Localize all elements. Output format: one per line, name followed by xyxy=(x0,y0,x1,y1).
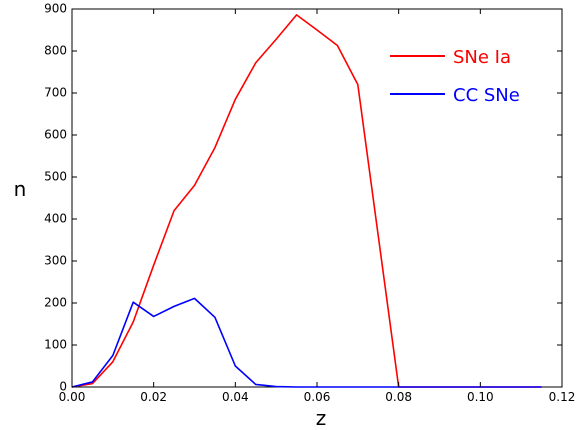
y-tick-label: 700 xyxy=(44,86,67,100)
x-axis-label: z xyxy=(316,406,327,430)
y-tick-label: 0 xyxy=(59,380,67,394)
y-tick-label: 500 xyxy=(44,170,67,184)
x-tick-label: 0.08 xyxy=(385,390,412,404)
y-tick-label: 400 xyxy=(44,212,67,226)
y-tick-label: 200 xyxy=(44,296,67,310)
series-line-cc-sne xyxy=(71,297,542,388)
y-tick-label: 300 xyxy=(44,254,67,268)
y-tick-label: 600 xyxy=(44,128,67,142)
ticks-layer: 0.00 0.02 0.04 0.06 0.08 0.10 0.12 0 100 200 300 40… xyxy=(44,2,575,405)
x-tick-label: 0.00 xyxy=(59,390,86,404)
y-tick-label: 800 xyxy=(44,44,67,58)
x-tick-label: 0.10 xyxy=(467,390,494,404)
x-tick-label: 0.04 xyxy=(222,390,249,404)
y-tick-label: 900 xyxy=(44,2,67,16)
legend-label-sne-ia: SNe Ia xyxy=(453,47,511,68)
legend-label-cc-sne: CC SNe xyxy=(453,85,520,106)
series-line-sne-ia xyxy=(71,14,542,388)
legend: SNe Ia CC SNe xyxy=(390,47,520,106)
series-layer xyxy=(71,14,542,388)
y-axis-label: n xyxy=(14,177,27,201)
x-tick-label: 0.12 xyxy=(549,390,576,404)
x-tick-label: 0.06 xyxy=(304,390,331,404)
y-tick-label: 100 xyxy=(44,338,67,352)
x-tick-label: 0.02 xyxy=(140,390,167,404)
